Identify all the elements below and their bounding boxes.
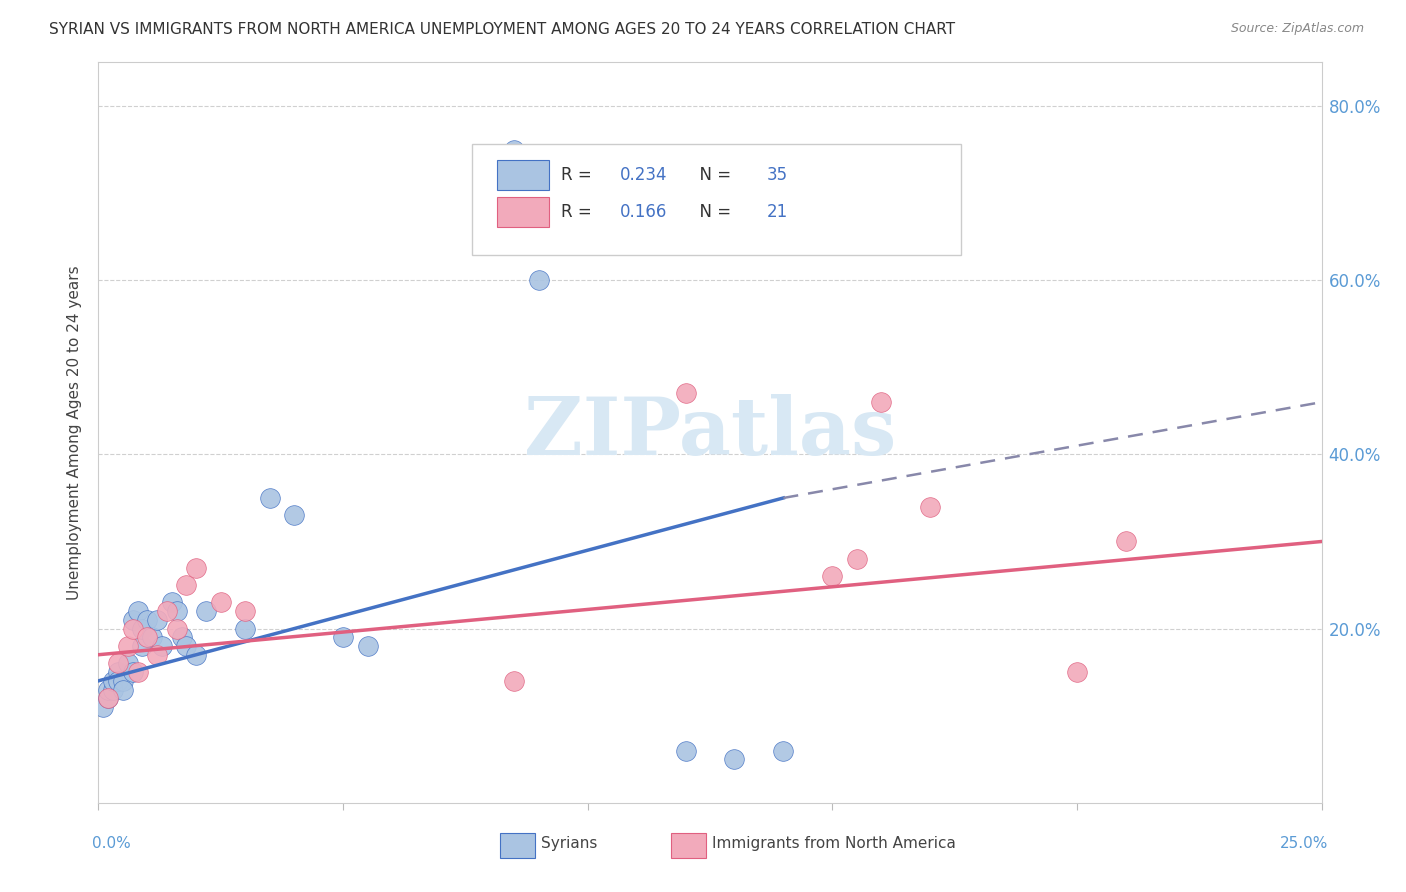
Point [97,691,120,706]
Point [503,673,526,688]
Point [233,622,256,636]
Point [150,639,173,653]
Text: R =: R = [561,166,596,184]
FancyBboxPatch shape [471,144,960,255]
Point [141,630,163,644]
Point [176,578,198,592]
Point [146,648,169,662]
Point [91,700,114,714]
Point [97,691,120,706]
Point [107,657,129,671]
Text: R =: R = [561,203,596,221]
Point [136,613,159,627]
Point [527,273,550,287]
Point [356,639,378,653]
Y-axis label: Unemployment Among Ages 20 to 24 years: Unemployment Among Ages 20 to 24 years [67,265,83,600]
Point [186,560,208,574]
Point [170,630,193,644]
Point [332,630,354,644]
Point [101,682,124,697]
Point [233,604,256,618]
Point [127,604,149,618]
Point [160,595,183,609]
Point [127,665,149,680]
Point [1066,665,1088,680]
Text: Source: ZipAtlas.com: Source: ZipAtlas.com [1230,22,1364,36]
Point [166,604,188,618]
Point [772,743,794,757]
Text: Syrians: Syrians [541,836,598,851]
Text: N =: N = [689,203,737,221]
Text: Immigrants from North America: Immigrants from North America [713,836,956,851]
Point [186,648,208,662]
FancyBboxPatch shape [498,161,548,190]
Point [156,604,179,618]
Point [920,500,942,514]
Point [117,657,139,671]
Point [259,491,281,505]
Text: 0.234: 0.234 [620,166,666,184]
Point [146,613,169,627]
Point [166,622,188,636]
Point [845,552,868,566]
Point [209,595,232,609]
Point [821,569,844,583]
Point [131,622,153,636]
Text: ZIPatlas: ZIPatlas [524,393,896,472]
Point [176,639,198,653]
Point [121,613,143,627]
Point [107,665,129,680]
Text: SYRIAN VS IMMIGRANTS FROM NORTH AMERICA UNEMPLOYMENT AMONG AGES 20 TO 24 YEARS C: SYRIAN VS IMMIGRANTS FROM NORTH AMERICA … [49,22,955,37]
FancyBboxPatch shape [498,197,548,227]
Point [121,622,143,636]
Point [107,673,129,688]
Point [503,143,526,157]
FancyBboxPatch shape [499,833,536,858]
Point [111,682,134,697]
Point [1115,534,1137,549]
Point [675,386,697,401]
Text: 0.166: 0.166 [620,203,666,221]
Point [131,639,153,653]
Point [111,673,134,688]
Point [283,508,305,523]
Text: 21: 21 [766,203,787,221]
Point [97,682,120,697]
Text: N =: N = [689,166,737,184]
Point [723,752,745,766]
Text: 25.0%: 25.0% [1279,836,1327,851]
Text: 0.0%: 0.0% [93,836,131,851]
Point [870,395,893,409]
Point [117,639,139,653]
Point [121,665,143,680]
Point [101,673,124,688]
FancyBboxPatch shape [671,833,706,858]
Point [195,604,218,618]
Point [675,743,697,757]
Point [136,630,159,644]
Text: 35: 35 [766,166,787,184]
